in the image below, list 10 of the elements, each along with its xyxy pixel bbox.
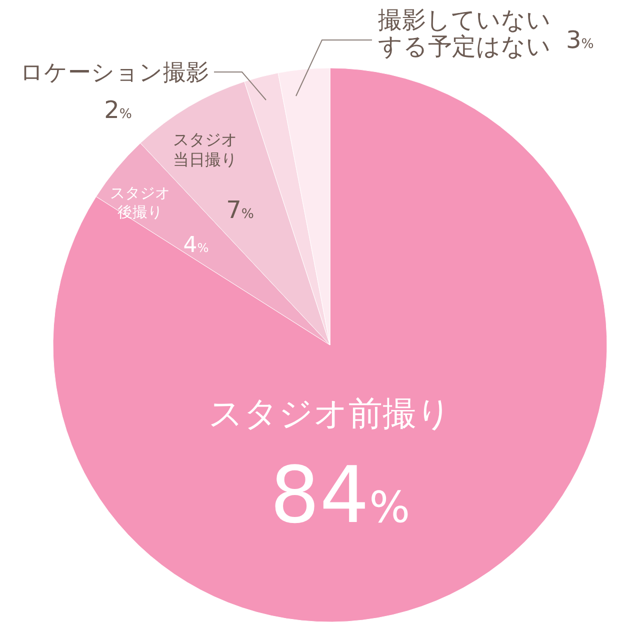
- data-label: 7%: [226, 196, 254, 224]
- slice-label: スタジオ後撮り: [110, 184, 170, 221]
- slice-label: ロケーション撮影: [20, 60, 209, 86]
- data-label: 4%: [183, 233, 209, 258]
- data-label: 2%: [104, 96, 132, 124]
- slice-label: スタジオ当日撮り: [173, 130, 237, 169]
- slice-label: 撮影していないする予定はない: [378, 6, 551, 60]
- data-label: 3%: [566, 26, 594, 54]
- data-label: 84%: [270, 451, 410, 541]
- slice-label: スタジオ前撮り: [208, 394, 452, 434]
